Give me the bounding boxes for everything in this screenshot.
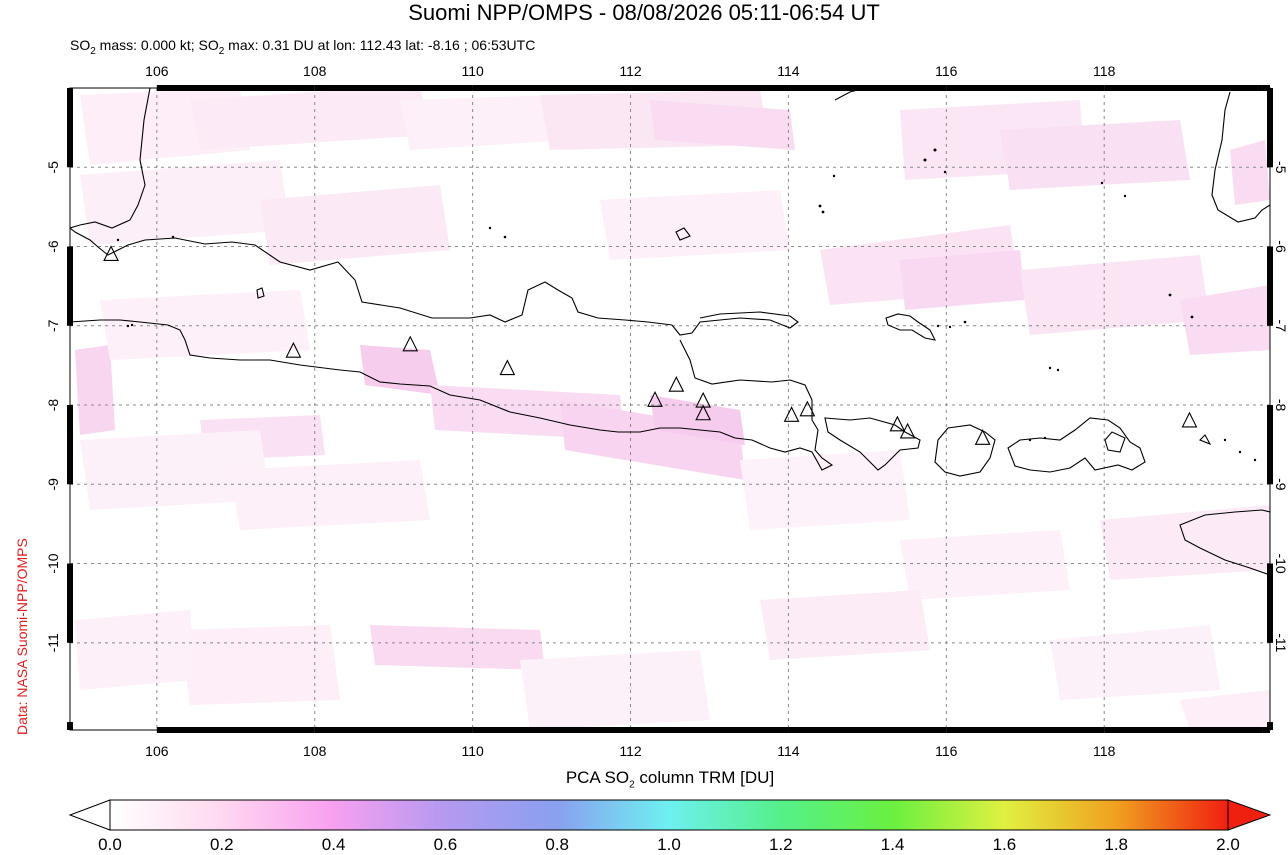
volcano-markers [103,245,1198,445]
volcano-marker [889,415,906,432]
lon-tick-label: 110 [461,743,484,759]
volcano-marker [974,429,991,445]
volcano-marker [1181,411,1198,428]
colorbar-tick-label: 1.0 [657,835,681,854]
colorbar-low-arrow [68,799,111,831]
frame-segment [946,85,1105,91]
colorbar-tick-label: 0.8 [545,835,570,854]
lon-tick-label: 114 [777,63,800,79]
volcano-marker [103,245,119,261]
frame-segment [1267,88,1273,168]
volcano-marker [799,400,816,417]
lon-tick-label: 118 [1093,63,1116,79]
volcano-marker [402,335,419,352]
map-frame [67,85,1273,733]
volcano-marker [647,391,663,407]
map-subtitle: SO2 mass: 0.000 kt; SO2 max: 0.31 DU at … [70,37,536,57]
map-title: Suomi NPP/OMPS - 08/08/2026 05:11-06:54 … [408,0,880,25]
frame-segment [67,405,73,485]
frame-segment [314,727,473,733]
frame-segment [1104,85,1263,91]
frame-segment [472,727,631,733]
lat-tick-label: -9 [1273,478,1288,491]
lon-tick-label: 114 [777,743,800,759]
lon-tick-label: 116 [935,63,958,79]
frame-segment [472,85,631,91]
colorbar [68,799,1272,831]
lat-tick-label: -9 [45,478,61,491]
lat-tick-label: -8 [45,399,61,412]
coastlines [70,88,1270,576]
frame-segment [1267,563,1273,643]
graticule [70,88,1270,730]
frame-segment [1267,722,1273,730]
frame-segment [67,563,73,643]
colorbar-tick-label: 1.8 [1104,835,1129,854]
frame-segment [630,727,789,733]
frame-segment [1262,85,1270,91]
lon-tick-label: 108 [303,63,327,79]
lon-tick-label: 112 [619,63,642,79]
lat-tick-label: -7 [45,319,61,332]
volcano-marker [499,359,516,376]
frame-segment [1104,727,1263,733]
axis-labels: 106 106 108 108 110 110 112 112 114 114 116 116 118 1… [45,63,1288,759]
frame-segment [67,246,73,326]
frame-segment [1267,405,1273,485]
lat-tick-label: -6 [45,240,61,253]
lat-tick-label: -5 [1273,161,1288,174]
volcano-marker [899,422,916,439]
lat-tick-label: -10 [1273,553,1288,573]
volcano-marker [285,341,302,358]
lat-tick-label: -5 [45,161,61,174]
lon-tick-label: 106 [145,63,169,79]
volcano-marker [668,375,685,392]
frame-segment [630,85,789,91]
lon-tick-label: 112 [619,743,642,759]
lon-tick-label: 106 [145,743,169,759]
volcano-marker [695,404,712,421]
frame-segment [67,722,73,730]
lat-tick-label: -11 [1273,633,1288,652]
colorbar-tick-label: 1.2 [768,835,793,854]
volcano-marker [783,406,800,422]
frame-segment [314,85,473,91]
frame-segment [156,727,315,733]
colorbar-tick-label: 1.4 [880,835,905,854]
lat-tick-label: -6 [1273,240,1288,253]
colorbar-tick-label: 2.0 [1216,835,1240,854]
colorbar-tick-label: 1.6 [992,835,1017,854]
frame-segment [1262,727,1270,733]
colorbar-tick-label: 0.6 [433,835,458,854]
colorbar-label: PCA SO2 column TRM [DU] [565,768,775,791]
frame-segment [67,88,73,168]
colorbar-tick-label: 0.2 [209,835,234,854]
frame-segment [156,85,315,91]
lon-tick-label: 118 [1093,743,1116,759]
lat-tick-label: -8 [1273,399,1288,412]
lon-tick-label: 108 [303,743,327,759]
lon-tick-label: 110 [461,63,484,79]
frame-segment [1267,246,1273,326]
frame-segment [788,85,947,91]
colorbar-tick-label: 0.0 [98,835,122,854]
colorbar-high-arrow [1227,799,1272,831]
frame-segment [946,727,1105,733]
colorbar-bar [109,799,1229,831]
volcano-marker [695,391,712,408]
small-islands [116,148,1257,462]
frame-segment [788,727,947,733]
colorbar-tick-label: 0.4 [321,835,346,854]
lon-tick-label: 116 [935,743,958,759]
lat-tick-label: -10 [45,553,61,573]
lat-tick-label: -7 [1273,320,1288,333]
lat-tick-label: -11 [45,633,61,652]
so2-pixels [75,88,1270,730]
